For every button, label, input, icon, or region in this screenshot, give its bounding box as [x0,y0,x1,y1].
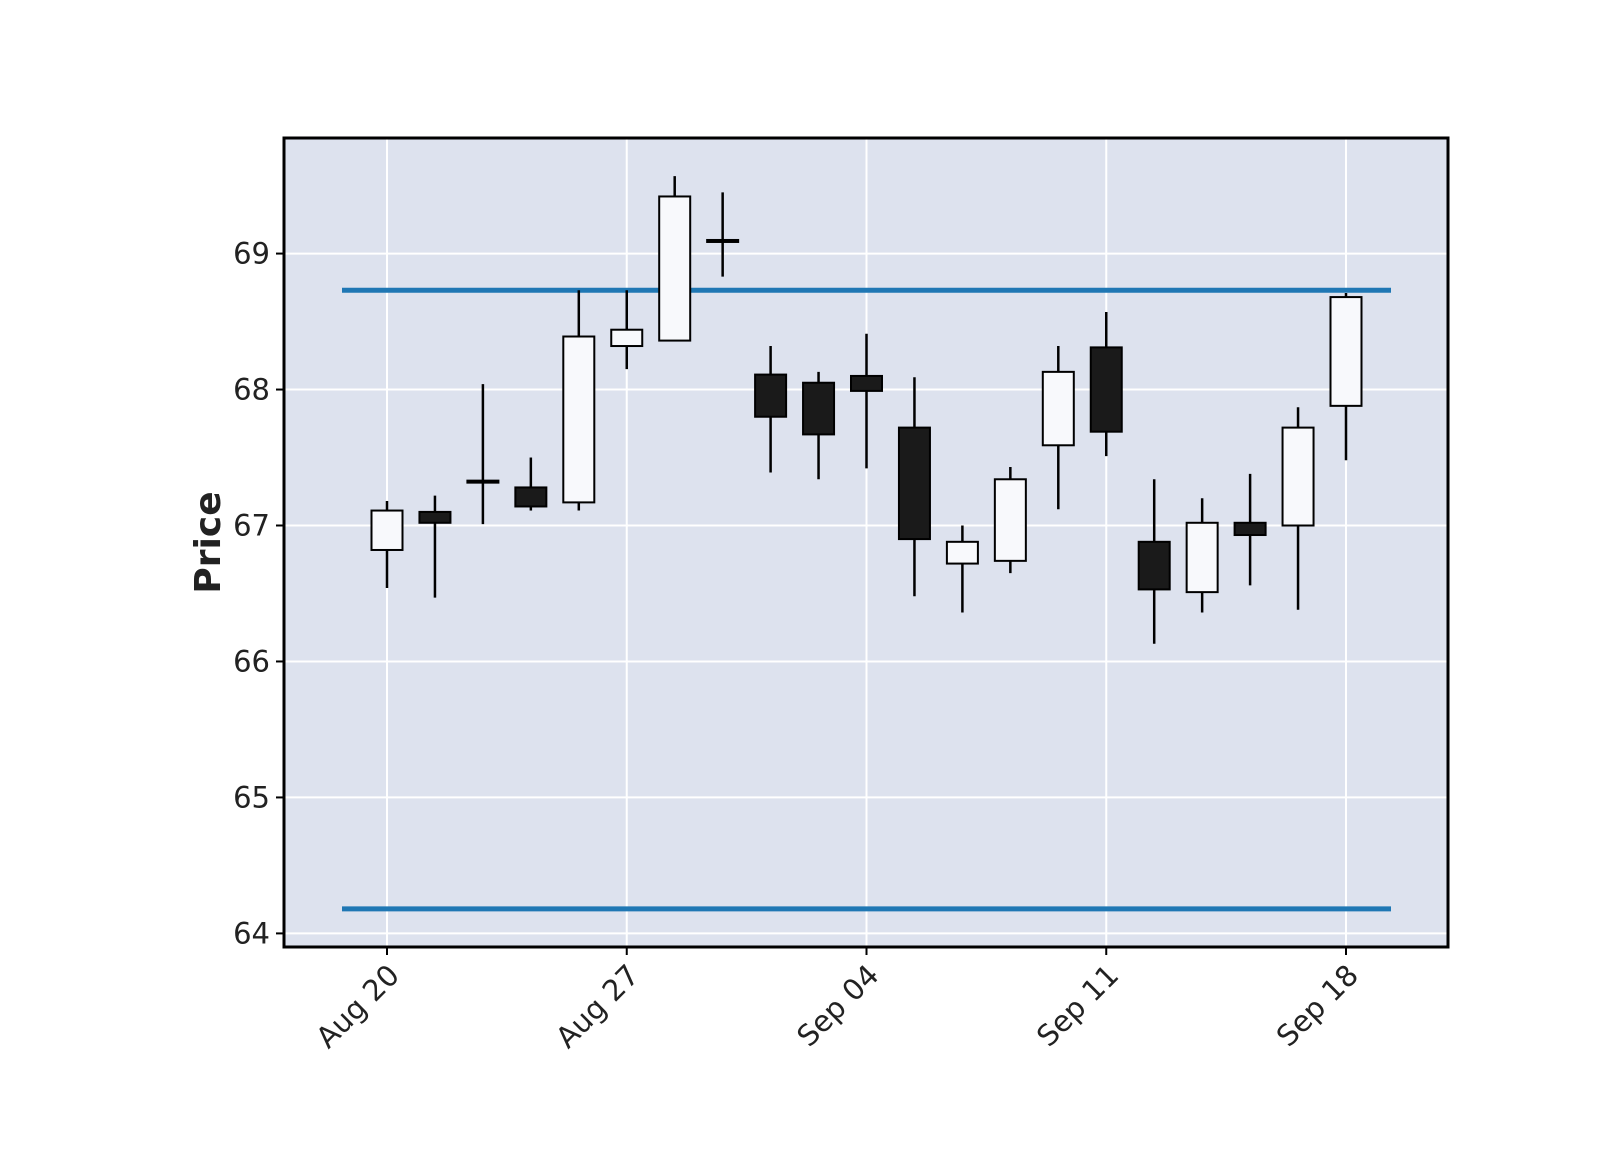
x-tick-label: Sep 18 [1270,958,1365,1053]
candle-body [466,479,500,484]
horizontal-lines [342,287,1391,912]
candle [1185,498,1219,613]
candle [1281,407,1315,610]
candle [610,290,644,370]
candle-body [1137,540,1171,591]
candle-body [1233,521,1267,537]
candle-body [1329,296,1363,407]
candle [658,176,692,342]
candle [418,495,452,598]
y-tick-label: 67 [233,509,270,543]
candle-body [1281,426,1315,527]
y-axis-label: Price [188,491,229,593]
candle [370,501,404,589]
candle [1233,473,1267,586]
x-tick-label: Aug 20 [309,958,406,1055]
candle [897,377,931,597]
candle [562,290,596,511]
y-tick-label: 65 [233,780,270,814]
candle [1041,346,1075,510]
candle-body [658,195,692,342]
candle [802,371,836,480]
x-tick-label: Sep 04 [790,958,885,1053]
candle [1329,293,1363,461]
candle-body [562,335,596,504]
candle-body [754,373,788,418]
y-axis-ticks: 64 65 66 67 68 69 [233,237,284,950]
x-axis-ticks: Aug 20 Aug 27 Sep 04 Sep 11 Sep 18 [309,947,1365,1055]
candle [514,457,548,511]
candles [370,176,1363,644]
y-tick-label: 68 [233,373,270,407]
x-tick-label: Sep 11 [1030,958,1125,1053]
y-tick-label: 64 [233,916,270,950]
x-tick-label: Aug 27 [549,958,646,1055]
candle-body [1041,370,1075,447]
candle-body [945,540,979,565]
candle-body [610,328,644,348]
candle [706,192,740,277]
candle-body [802,381,836,436]
candle-body [897,426,931,541]
y-tick-label: 66 [233,644,270,678]
candle [1089,312,1123,457]
candle [945,525,979,613]
candle-body [1185,521,1219,594]
candle [466,384,500,525]
grid-lines [284,138,1448,947]
candle [754,346,788,473]
candle-body [1089,346,1123,433]
candle-body [370,509,404,551]
candle-body [993,478,1027,562]
candle-body [418,510,452,524]
candle [850,333,883,469]
candle [993,467,1027,574]
candle-body [706,238,740,243]
candle [1137,479,1171,644]
candle-body [850,374,883,392]
candle-body [514,486,548,508]
y-tick-label: 69 [233,237,270,271]
